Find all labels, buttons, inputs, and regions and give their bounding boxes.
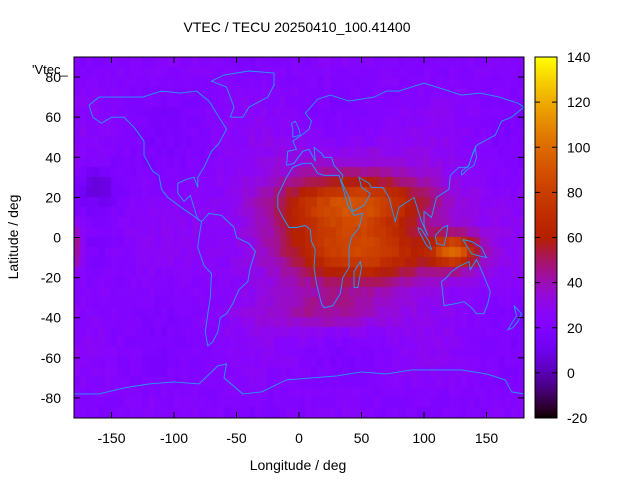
colorbar-tick-label: 60 bbox=[567, 230, 583, 246]
x-axis-ticks: -150 -100 -50 0 50 100 150 bbox=[97, 57, 498, 446]
coastline-north-america bbox=[88, 90, 228, 222]
colorbar-tick-label: 140 bbox=[567, 49, 591, 65]
chart-title: VTEC / TECU 20250410_100.41400 bbox=[183, 19, 410, 35]
coastline-madagascar bbox=[353, 260, 362, 289]
coastline-greenland bbox=[210, 70, 275, 118]
key-label: 'Vtec_ bbox=[32, 62, 68, 77]
x-axis-label: Longitude / deg bbox=[250, 457, 347, 473]
colorbar-tick-label: 120 bbox=[567, 94, 591, 110]
coastline-sumatra bbox=[417, 227, 433, 251]
plot-area bbox=[73, 56, 525, 419]
colorbar-tick-label: 100 bbox=[567, 139, 591, 155]
y-tick-label: 0 bbox=[53, 230, 61, 246]
colorbar-tick-label: 0 bbox=[567, 365, 575, 381]
coastline-borneo bbox=[434, 224, 449, 247]
coastline-australia bbox=[441, 258, 491, 315]
y-tick-label: -60 bbox=[41, 350, 61, 366]
coastline-africa bbox=[277, 162, 364, 309]
y-axis-ticks: -80 -60 -40 -20 0 20 40 60 80 bbox=[41, 69, 524, 406]
colorbar: -20 0 20 40 60 80 100 120 140 bbox=[534, 49, 591, 426]
y-tick-label: -20 bbox=[41, 270, 61, 286]
y-tick-label: 40 bbox=[45, 149, 61, 165]
x-tick-label: 100 bbox=[412, 430, 436, 446]
colorbar-tick-label: 40 bbox=[567, 275, 583, 291]
colorbar-ticks: -20 0 20 40 60 80 100 120 140 bbox=[535, 49, 591, 426]
x-tick-label: 0 bbox=[295, 430, 303, 446]
tec-heatmap bbox=[74, 57, 524, 418]
y-tick-label: 60 bbox=[45, 109, 61, 125]
x-tick-label: -100 bbox=[160, 430, 188, 446]
y-axis-label: Latitude / deg bbox=[5, 195, 21, 280]
coastline-antarctica bbox=[74, 363, 525, 395]
y-tick-label: 80 bbox=[45, 69, 61, 85]
colorbar-gradient bbox=[535, 57, 557, 418]
colorbar-tick-label: 20 bbox=[567, 320, 583, 336]
y-tick-label: -80 bbox=[41, 390, 61, 406]
x-tick-label: 50 bbox=[354, 430, 370, 446]
coastline-new-zealand bbox=[506, 305, 523, 331]
x-tick-label: -50 bbox=[226, 430, 246, 446]
coastline-new-guinea bbox=[462, 239, 488, 259]
coastlines bbox=[74, 70, 525, 395]
x-tick-label: -150 bbox=[97, 430, 125, 446]
coastline-japan bbox=[461, 145, 477, 176]
coastline-uk bbox=[290, 120, 301, 138]
colorbar-tick-label: 80 bbox=[567, 184, 583, 200]
coastline-eurasia bbox=[286, 82, 525, 236]
y-tick-label: 20 bbox=[45, 189, 61, 205]
colorbar-tick-label: -20 bbox=[567, 410, 587, 426]
y-tick-label: -40 bbox=[41, 310, 61, 326]
coastline-south-america bbox=[197, 212, 256, 347]
x-tick-label: 150 bbox=[475, 430, 499, 446]
